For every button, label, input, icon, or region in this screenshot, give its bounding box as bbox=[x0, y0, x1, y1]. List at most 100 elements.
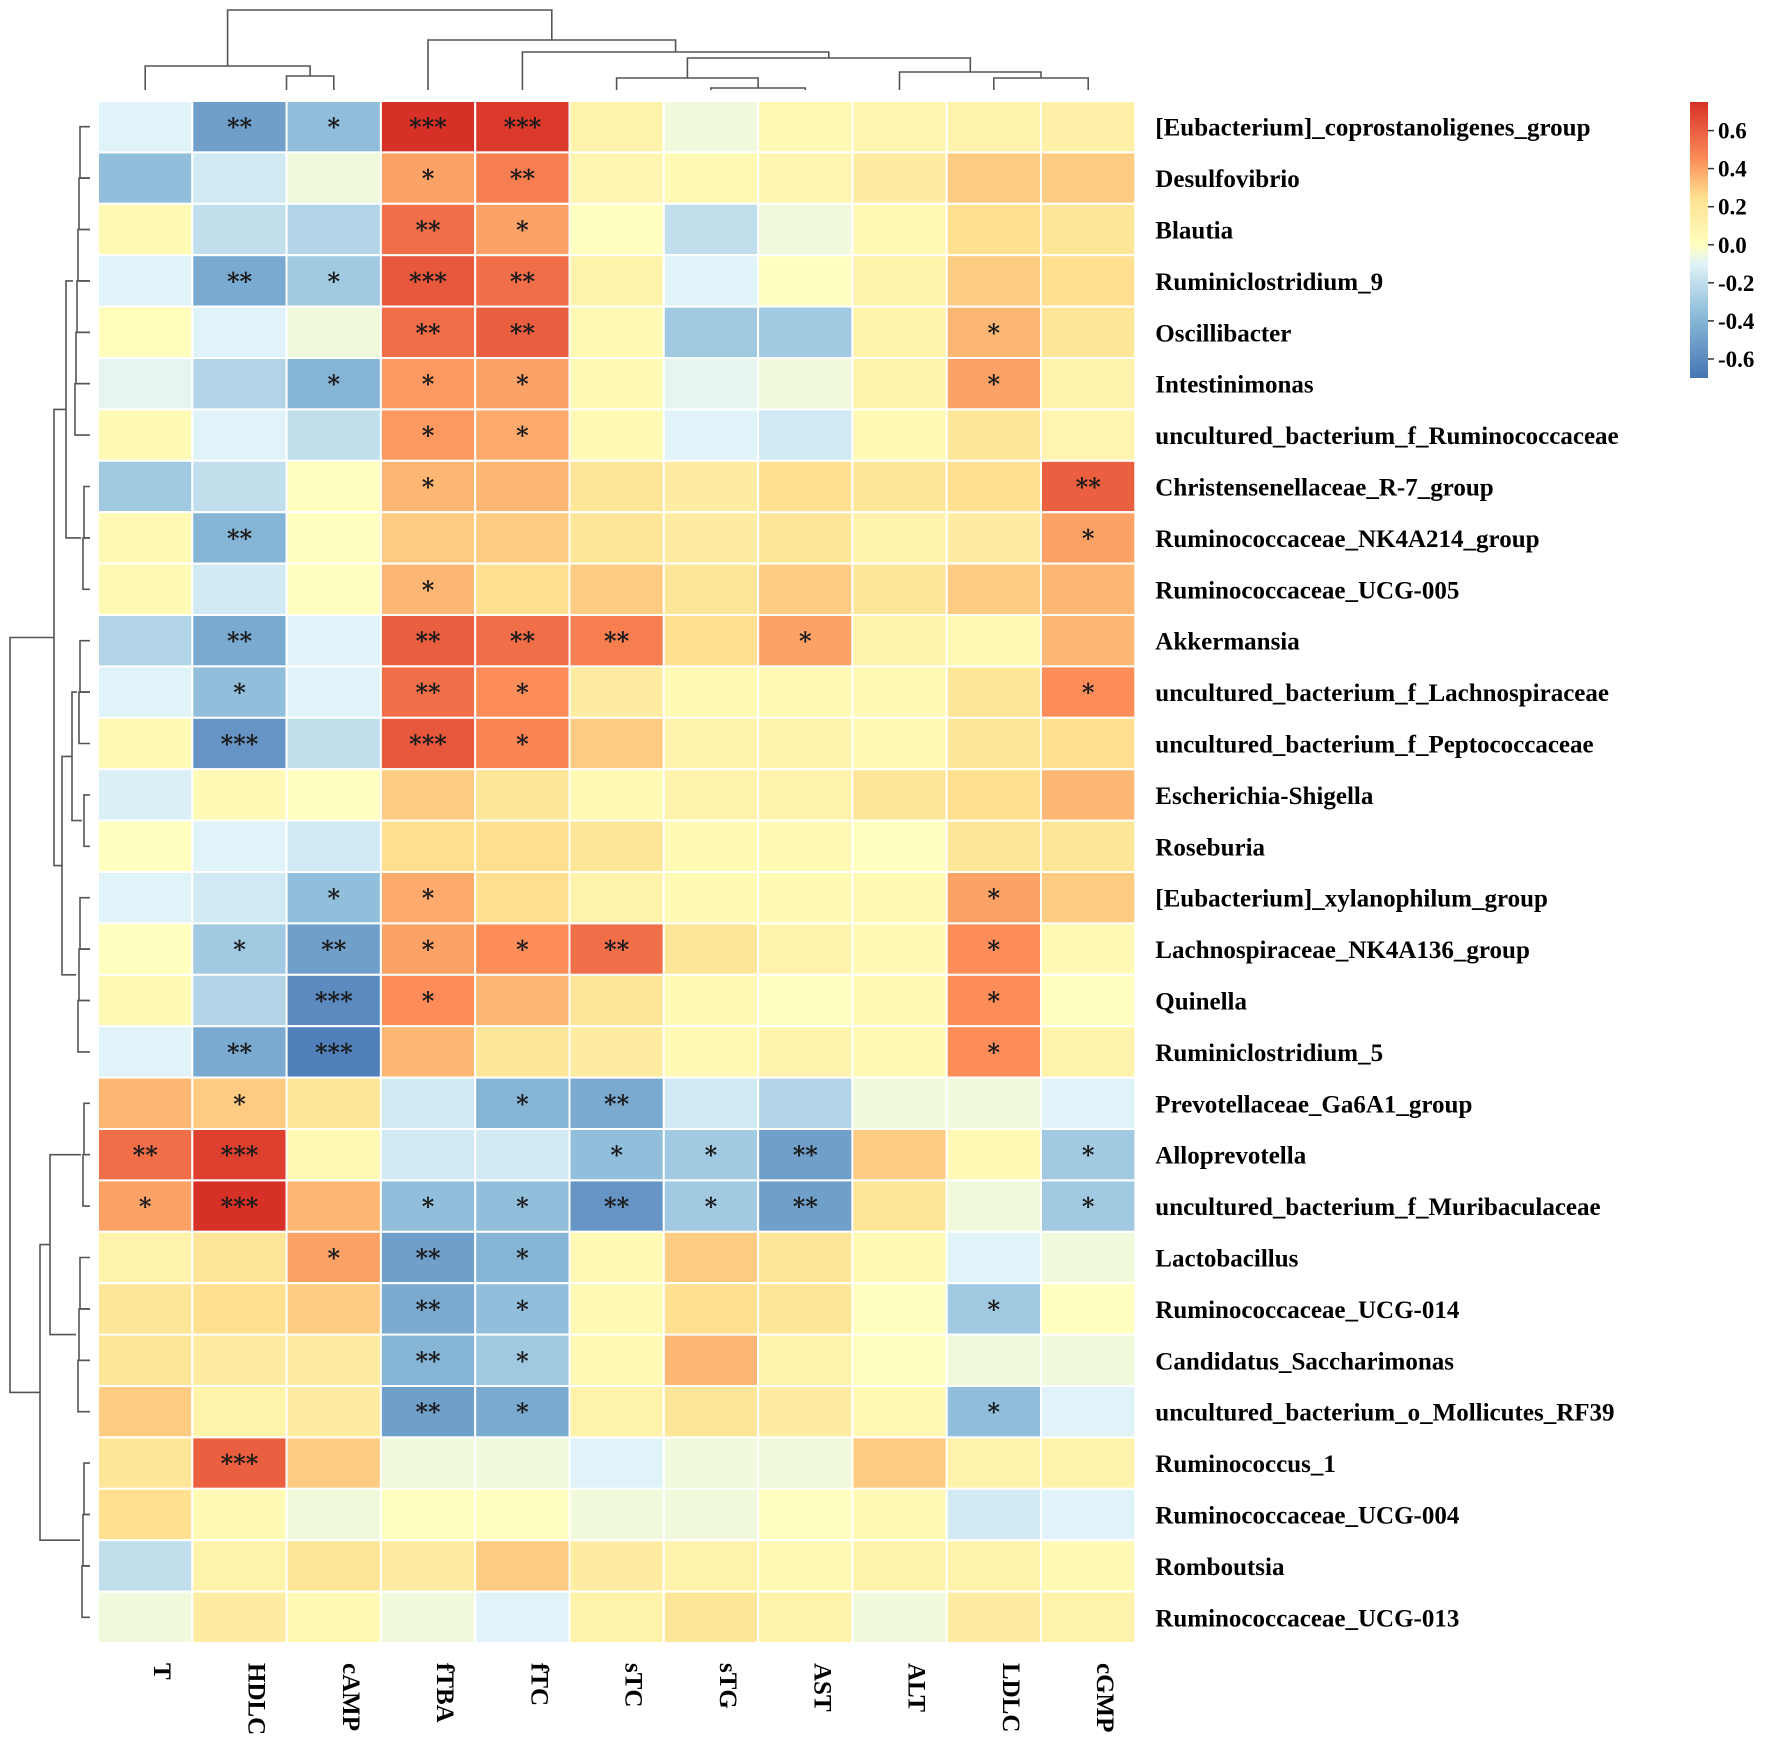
column-label: T bbox=[148, 1663, 175, 1680]
significance-mark: ** bbox=[415, 1346, 441, 1375]
heatmap-cell bbox=[474, 511, 571, 565]
heatmap-cell bbox=[851, 1025, 948, 1079]
heatmap-cell bbox=[1040, 871, 1137, 925]
heatmap-cell bbox=[662, 408, 760, 462]
heatmap-cell bbox=[757, 100, 854, 154]
row-label: Ruminococcaceae_UCG-014 bbox=[1155, 1297, 1460, 1324]
heatmap-cell bbox=[379, 1487, 477, 1542]
heatmap-cell bbox=[851, 254, 948, 308]
heatmap-cell bbox=[1040, 408, 1137, 462]
heatmap-cell bbox=[851, 1436, 948, 1490]
column-dendrogram bbox=[144, 9, 1089, 90]
column-label: cGMP bbox=[1091, 1663, 1118, 1732]
heatmap-cell bbox=[662, 665, 760, 719]
row-dendrogram-branch bbox=[82, 1513, 90, 1567]
significance-mark: * bbox=[422, 987, 435, 1016]
heatmap-cell bbox=[285, 716, 382, 771]
significance-mark: * bbox=[422, 935, 435, 964]
heatmap-cell bbox=[945, 1076, 1043, 1130]
column-dendrogram-branch bbox=[898, 71, 1042, 90]
significance-mark: * bbox=[988, 318, 1001, 347]
significance-mark: *** bbox=[221, 1141, 259, 1170]
heatmap-cell bbox=[191, 871, 288, 925]
heatmap-cell bbox=[662, 357, 760, 411]
row-dendrogram-branch bbox=[83, 1462, 90, 1516]
significance-mark: * bbox=[705, 1141, 718, 1170]
heatmap-cell bbox=[97, 408, 194, 462]
heatmap-cell bbox=[757, 1539, 854, 1593]
heatmap-cell bbox=[945, 819, 1043, 873]
row-label: Blautia bbox=[1155, 218, 1233, 245]
significance-mark: * bbox=[422, 575, 435, 604]
row-label: uncultured_bacterium_f_Muribaculaceae bbox=[1155, 1194, 1600, 1221]
heatmap-cell bbox=[662, 1385, 760, 1439]
column-label: ALT bbox=[903, 1663, 930, 1712]
heatmap-cell bbox=[568, 1076, 665, 1130]
heatmap-cell bbox=[97, 357, 194, 411]
heatmap-cell bbox=[757, 1436, 854, 1490]
column-label: HDLC bbox=[243, 1663, 270, 1735]
row-dendrogram bbox=[9, 125, 90, 1619]
significance-mark: *** bbox=[504, 113, 542, 142]
row-dendrogram-branch bbox=[77, 999, 90, 1053]
heatmap-cell bbox=[757, 871, 854, 925]
significance-mark: * bbox=[233, 678, 246, 707]
heatmap-cell bbox=[285, 1076, 382, 1130]
heatmap-cell bbox=[945, 1590, 1043, 1644]
heatmap-cell bbox=[97, 1025, 194, 1079]
heatmap-cell bbox=[474, 1333, 571, 1387]
row-label: Ruminococcaceae_UCG-004 bbox=[1155, 1503, 1460, 1530]
significance-mark: * bbox=[422, 1192, 435, 1221]
heatmap-cell bbox=[662, 1179, 760, 1233]
heatmap-cell bbox=[757, 151, 854, 205]
heatmap-cell bbox=[568, 1025, 665, 1079]
significance-mark: ** bbox=[415, 318, 441, 347]
significance-mark: * bbox=[516, 216, 529, 245]
heatmap-cell bbox=[568, 305, 665, 360]
heatmap-cell bbox=[1040, 1230, 1137, 1285]
row-label: Ruminiclostridium_9 bbox=[1155, 269, 1383, 296]
heatmap-cell bbox=[191, 768, 288, 822]
significance-mark: *** bbox=[315, 1038, 353, 1067]
heatmap-cell bbox=[474, 408, 571, 462]
heatmap-cell bbox=[1040, 819, 1137, 873]
row-dendrogram-branch bbox=[82, 1153, 90, 1207]
row-label: Ruminococcaceae_NK4A214_group bbox=[1155, 526, 1539, 553]
heatmap-cell bbox=[851, 357, 948, 411]
color-scale-tick-label: -0.2 bbox=[1718, 271, 1754, 296]
heatmap-cell bbox=[285, 614, 382, 668]
heatmap-cell bbox=[568, 1282, 665, 1336]
significance-mark: * bbox=[422, 164, 435, 193]
heatmap-cell bbox=[474, 1128, 571, 1182]
row-dendrogram-branch bbox=[65, 280, 81, 539]
heatmap-cell bbox=[97, 1590, 194, 1644]
heatmap-cell bbox=[568, 1590, 665, 1644]
heatmap-cell bbox=[97, 1179, 194, 1233]
significance-mark: * bbox=[988, 370, 1001, 399]
heatmap-cell bbox=[568, 562, 665, 616]
heatmap-cell bbox=[1040, 254, 1137, 308]
significance-mark: ** bbox=[510, 627, 536, 656]
heatmap-cell bbox=[568, 665, 665, 719]
heatmap-cell bbox=[191, 357, 288, 411]
heatmap-cell bbox=[379, 871, 477, 925]
heatmap-cell bbox=[662, 614, 760, 668]
color-scale-tick-label: 0.4 bbox=[1718, 157, 1747, 182]
heatmap-cell bbox=[191, 819, 288, 873]
significance-mark: ** bbox=[793, 1192, 819, 1221]
significance-mark: * bbox=[988, 1295, 1001, 1324]
heatmap-cell bbox=[97, 768, 194, 822]
heatmap-cell bbox=[662, 1025, 760, 1079]
heatmap-cell bbox=[945, 305, 1043, 360]
significance-mark: * bbox=[1082, 1192, 1095, 1221]
heatmap-cell bbox=[945, 665, 1043, 719]
column-dendrogram-branch bbox=[226, 9, 553, 66]
row-dendrogram-branch bbox=[9, 636, 54, 1394]
heatmap-cell bbox=[97, 459, 194, 514]
heatmap-cell bbox=[568, 1128, 665, 1182]
heatmap-cell bbox=[851, 202, 948, 257]
heatmap-cell bbox=[285, 819, 382, 873]
significance-mark: *** bbox=[409, 267, 447, 296]
heatmap-cell bbox=[474, 768, 571, 822]
significance-mark: ** bbox=[604, 1089, 630, 1118]
